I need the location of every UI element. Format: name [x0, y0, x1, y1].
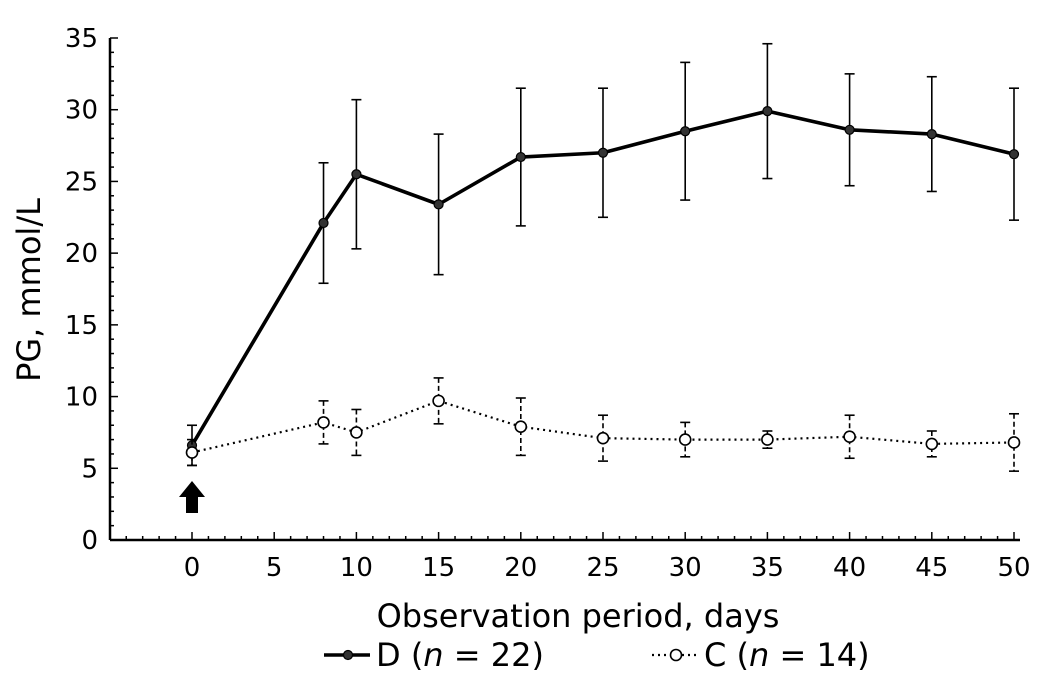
data-point: [678, 433, 692, 446]
data-point: [925, 437, 939, 451]
legend: D (n = 22) C (n = 14): [324, 636, 870, 674]
legend-marker: [342, 649, 354, 661]
y-tick-label: 30: [65, 96, 98, 126]
data-point: [351, 169, 362, 180]
error-bar: [351, 408, 362, 457]
x-tick-label: 5: [266, 553, 283, 583]
series-d: [186, 42, 1020, 467]
y-tick-label: 10: [65, 383, 98, 413]
data-point: [597, 147, 609, 158]
error-bar: [433, 377, 444, 425]
error-bar: [318, 400, 329, 445]
legend-marker: [669, 648, 683, 662]
legend-label-prefix: D (: [376, 636, 423, 674]
data-point: [761, 433, 774, 446]
y-tick-label: 25: [65, 167, 98, 197]
data-point: [844, 124, 855, 135]
y-axis: 0 5 10 15 20 25 30 35: [65, 24, 118, 556]
y-tick-label: 20: [65, 239, 98, 269]
legend-label-italic: n: [423, 636, 443, 674]
annotation-layer: [179, 481, 205, 513]
data-point: [317, 416, 330, 429]
y-tick-label: 5: [81, 454, 98, 484]
x-tick-label: 15: [422, 553, 455, 583]
data-point: [515, 151, 526, 163]
y-tick-label: 0: [81, 526, 98, 556]
legend-label: D (n = 22): [376, 636, 544, 674]
y-axis-title: PG, mmol/L: [10, 198, 48, 382]
x-axis: 0 5 10 15 20 25 30 35 40 45 50: [110, 532, 1031, 583]
data-point: [680, 126, 691, 137]
error-bar: [598, 414, 608, 462]
legend-entry-c: C (n = 14): [652, 636, 870, 674]
data-point: [762, 106, 773, 117]
series-c: [185, 377, 1021, 472]
data-point: [843, 430, 856, 444]
legend-label-prefix: C (: [704, 636, 749, 674]
data-point: [514, 420, 528, 433]
plot-area: [185, 42, 1021, 472]
data-point: [1007, 436, 1021, 449]
up-arrow-icon: [179, 481, 205, 513]
x-tick-label: 40: [833, 553, 866, 583]
data-point: [1008, 149, 1020, 160]
legend-label-suffix: = 14): [769, 636, 869, 674]
data-point: [318, 217, 329, 229]
y-tick-label: 15: [65, 311, 98, 341]
legend-entry-d: D (n = 22): [324, 636, 544, 674]
x-tick-label: 45: [915, 553, 948, 583]
data-point: [433, 199, 444, 210]
data-point: [926, 128, 937, 140]
legend-label-italic: n: [749, 636, 769, 674]
x-tick-label: 30: [669, 553, 702, 583]
data-point: [350, 426, 363, 439]
x-tick-label: 35: [751, 553, 784, 583]
data-point: [432, 394, 445, 408]
data-point: [596, 431, 610, 445]
x-axis-title: Observation period, days: [377, 597, 780, 635]
data-point: [185, 446, 199, 459]
x-tick-label: 0: [184, 553, 201, 583]
x-tick-label: 10: [340, 553, 373, 583]
legend-label-suffix: = 22): [444, 636, 544, 674]
x-tick-label: 50: [997, 553, 1030, 583]
x-tick-label: 25: [586, 553, 619, 583]
x-tick-label: 20: [504, 553, 537, 583]
legend-label: C (n = 14): [704, 636, 870, 674]
y-tick-label: 35: [65, 24, 98, 54]
error-bar: [844, 414, 855, 460]
